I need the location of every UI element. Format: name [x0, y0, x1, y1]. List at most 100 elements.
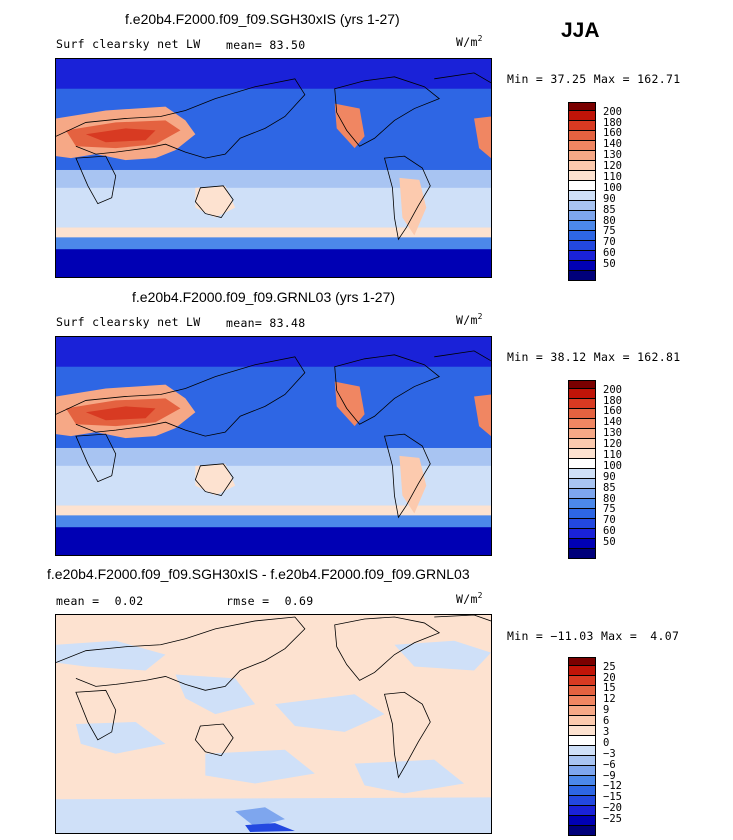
panel-1-min-value: 37.25 — [550, 72, 587, 86]
colorbar-tick: 180 — [603, 117, 622, 129]
panel-2-units-base: W/m — [456, 312, 478, 327]
colorbar-cell — [568, 399, 596, 409]
colorbar-cell — [568, 181, 596, 191]
panel-3-colorbar — [568, 657, 596, 836]
panel-3-units: W/m2 — [456, 591, 483, 606]
colorbar-tick: 160 — [603, 127, 622, 139]
colorbar-tick: 50 — [603, 536, 616, 548]
colorbar-cell — [568, 776, 596, 786]
colorbar-cell — [568, 756, 596, 766]
panel-3-rmse-label: rmse = — [226, 594, 270, 608]
panel-1-min-label: Min = — [507, 72, 544, 86]
colorbar-tick: 12 — [603, 693, 616, 705]
panel-2-minmax: Min = 38.12 Max = 162.81 — [507, 350, 680, 364]
colorbar-tick: 140 — [603, 138, 622, 150]
colorbar-tick: 70 — [603, 236, 616, 248]
colorbar-cell — [568, 489, 596, 499]
colorbar-cell — [568, 746, 596, 756]
colorbar-cell — [568, 191, 596, 201]
colorbar-tick: 70 — [603, 514, 616, 526]
colorbar-tick: 15 — [603, 682, 616, 694]
panel-1-title: f.e20b4.F2000.f09_f09.SGH30xIS (yrs 1-27… — [125, 11, 400, 27]
colorbar-cell — [568, 657, 596, 666]
colorbar-cell — [568, 380, 596, 389]
panel-1-variable: Surf clearsky net LW — [56, 37, 201, 51]
panel-1-map-svg — [56, 59, 491, 277]
panel-1-max-value: 162.71 — [637, 72, 681, 86]
colorbar-tick: 100 — [603, 182, 622, 194]
colorbar-cell — [568, 161, 596, 171]
colorbar-tick: 25 — [603, 661, 616, 673]
colorbar-cell — [568, 271, 596, 281]
colorbar-cell — [568, 261, 596, 271]
colorbar-cell — [568, 439, 596, 449]
colorbar-cell — [568, 786, 596, 796]
colorbar-tick: 75 — [603, 225, 616, 237]
panel-1-colorbar — [568, 102, 596, 281]
colorbar-tick: 110 — [603, 171, 622, 183]
panel-2-min-label: Min = — [507, 350, 544, 364]
colorbar-tick: 120 — [603, 438, 622, 450]
panel-2-max-value: 162.81 — [637, 350, 681, 364]
colorbar-cell — [568, 549, 596, 559]
colorbar-tick: −25 — [603, 813, 622, 825]
colorbar-tick: 85 — [603, 204, 616, 216]
colorbar-cell — [568, 251, 596, 261]
panel-2-mean-label: mean= — [226, 316, 263, 330]
colorbar-cell — [568, 676, 596, 686]
panel-1-max-label: Max = — [593, 72, 630, 86]
colorbar-cell — [568, 449, 596, 459]
colorbar-tick: −6 — [603, 759, 616, 771]
panel-3-min-label: Min = — [507, 629, 544, 643]
panel-3-max-label: Max = — [600, 629, 638, 643]
season-label: JJA — [561, 19, 600, 42]
colorbar-cell — [568, 796, 596, 806]
panel-2-variable: Surf clearsky net LW — [56, 315, 201, 329]
panel-2-units-exp: 2 — [477, 312, 483, 321]
colorbar-cell — [568, 419, 596, 429]
colorbar-tick: 200 — [603, 106, 622, 118]
colorbar-tick: 120 — [603, 160, 622, 172]
colorbar-cell — [568, 519, 596, 529]
colorbar-tick: 60 — [603, 525, 616, 537]
colorbar-cell — [568, 816, 596, 826]
panel-1-units-base: W/m — [456, 34, 478, 49]
colorbar-cell — [568, 409, 596, 419]
panel-2-units: W/m2 — [456, 312, 483, 327]
panel-1-map — [55, 58, 492, 278]
panel-2-mean-value: 83.48 — [269, 316, 306, 330]
colorbar-cell — [568, 211, 596, 221]
panel-1-mean: mean= 83.50 — [226, 38, 305, 52]
panel-2-mean: mean= 83.48 — [226, 316, 305, 330]
colorbar-tick: 100 — [603, 460, 622, 472]
panel-2-map-svg — [56, 337, 491, 555]
colorbar-tick: −9 — [603, 770, 616, 782]
panel-1-units-exp: 2 — [477, 34, 483, 43]
panel-2-title: f.e20b4.F2000.f09_f09.GRNL03 (yrs 1-27) — [132, 289, 396, 305]
panel-3-mean-label: mean = — [56, 594, 100, 608]
colorbar-cell — [568, 716, 596, 726]
colorbar-tick: 90 — [603, 471, 616, 483]
colorbar-cell — [568, 666, 596, 676]
colorbar-tick: 140 — [603, 416, 622, 428]
panel-3-title: f.e20b4.F2000.f09_f09.SGH30xIS - f.e20b4… — [47, 566, 470, 582]
colorbar-cell — [568, 696, 596, 706]
colorbar-cell — [568, 221, 596, 231]
panel-3-map-svg — [56, 615, 491, 833]
colorbar-cell — [568, 121, 596, 131]
colorbar-tick: 9 — [603, 704, 610, 716]
colorbar-cell — [568, 389, 596, 399]
panel-3-min-value: −11.03 — [550, 629, 594, 643]
colorbar-tick: −3 — [603, 748, 616, 760]
colorbar-cell — [568, 686, 596, 696]
colorbar-cell — [568, 766, 596, 776]
colorbar-tick: 0 — [603, 737, 610, 749]
colorbar-tick: 160 — [603, 405, 622, 417]
colorbar-tick: −20 — [603, 802, 622, 814]
colorbar-tick: −12 — [603, 780, 622, 792]
colorbar-tick: 80 — [603, 215, 616, 227]
colorbar-cell — [568, 201, 596, 211]
colorbar-tick: 20 — [603, 672, 616, 684]
colorbar-cell — [568, 509, 596, 519]
panel-3-units-exp: 2 — [477, 591, 483, 600]
